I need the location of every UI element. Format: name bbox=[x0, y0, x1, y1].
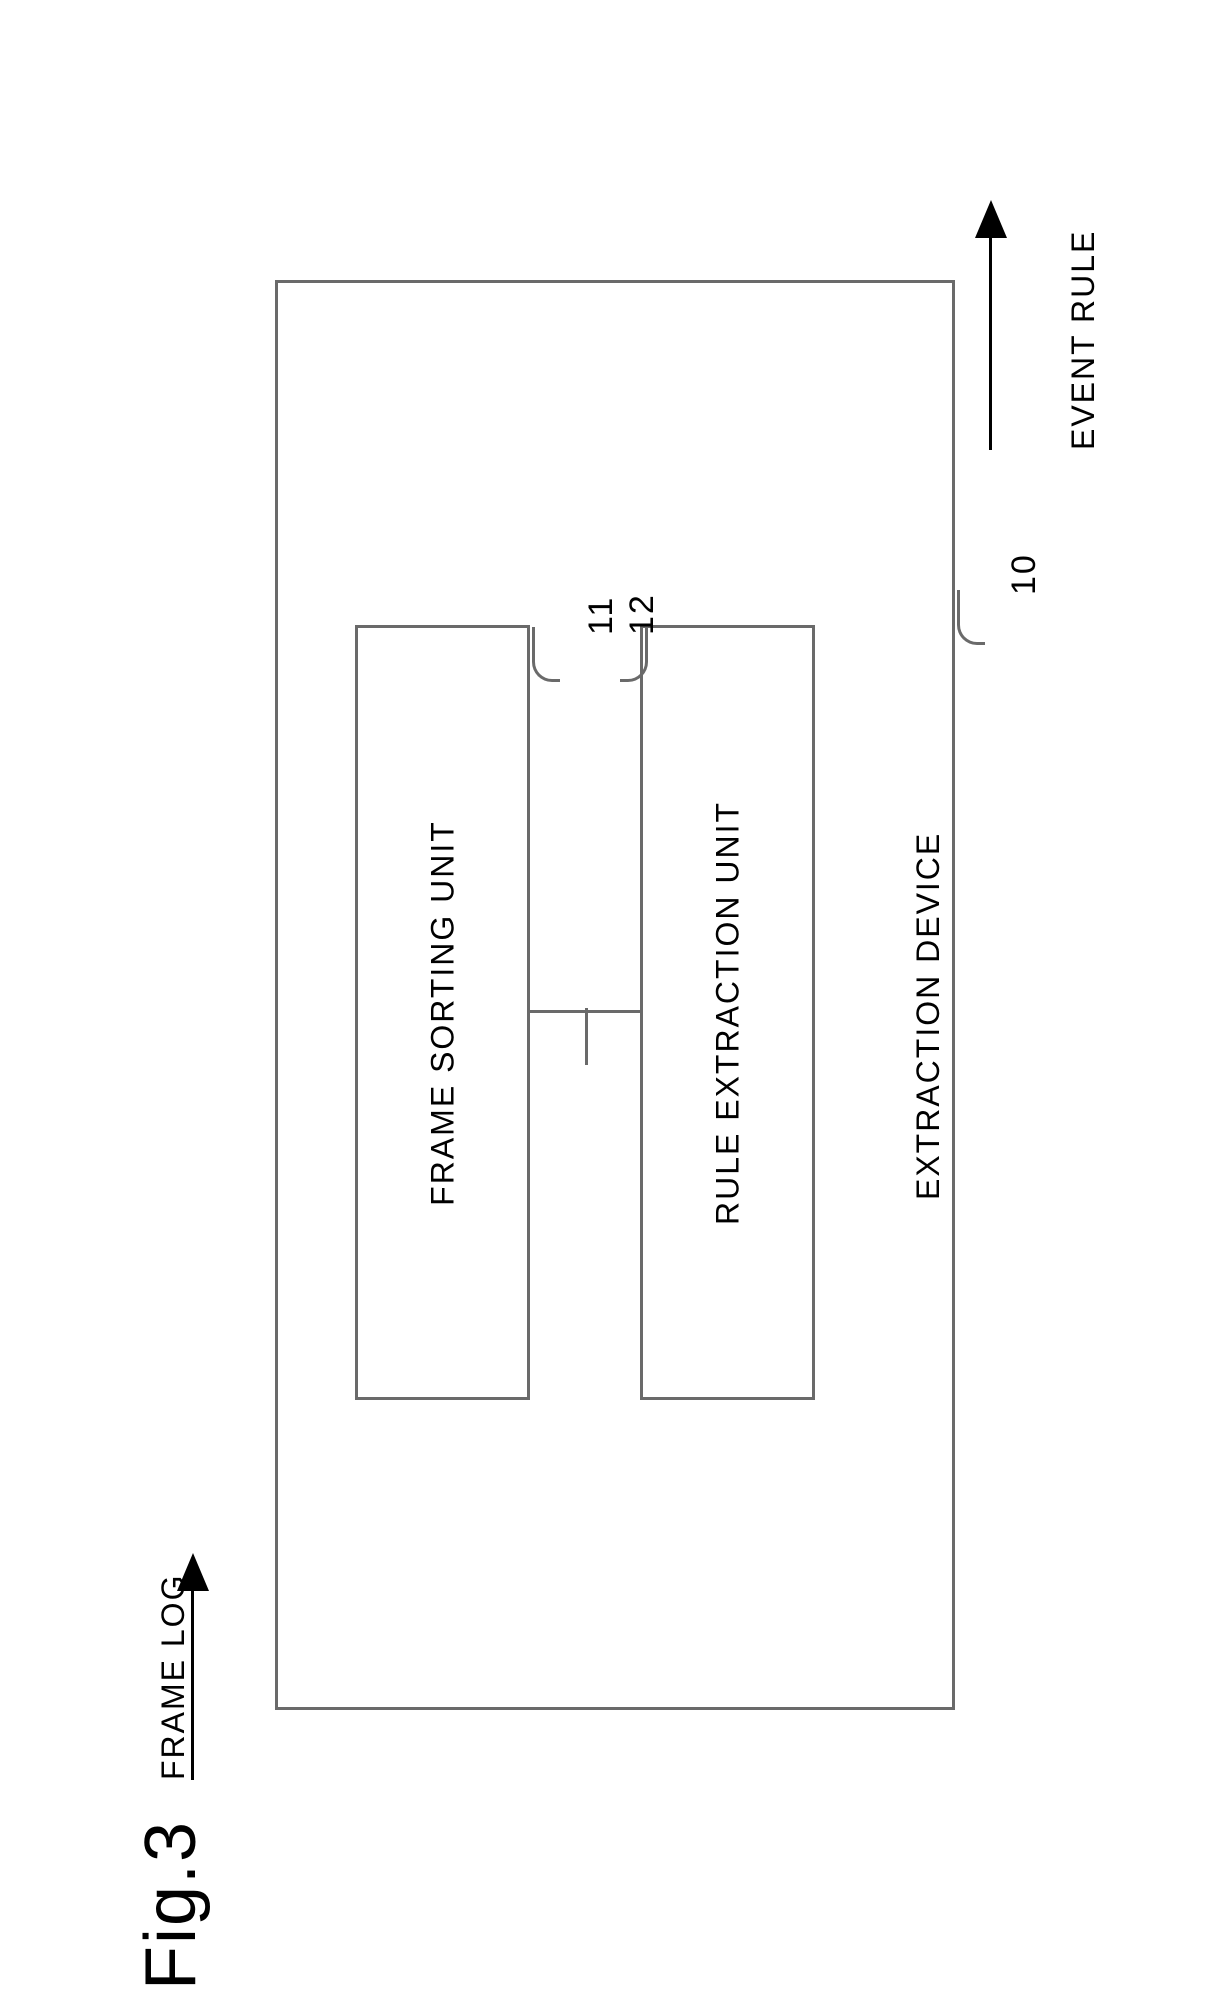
leader-10 bbox=[957, 590, 985, 645]
ref-num-11: 11 bbox=[582, 596, 621, 635]
rule-extraction-unit-label: RULE EXTRACTION UNIT bbox=[709, 800, 746, 1224]
output-arrowhead bbox=[975, 200, 1007, 238]
frame-sorting-unit-box: FRAME SORTING UNIT bbox=[355, 625, 530, 1400]
leader-11 bbox=[532, 627, 560, 682]
figure-label: Fig.3 bbox=[130, 1820, 212, 1990]
input-label: FRAME LOG bbox=[155, 1574, 192, 1780]
connector-vertical bbox=[530, 1010, 640, 1013]
extraction-device-label: EXTRACTION DEVICE bbox=[910, 832, 947, 1200]
ref-num-12: 12 bbox=[623, 593, 662, 635]
output-label: EVENT RULE bbox=[1065, 230, 1102, 450]
connector-box1-box2 bbox=[585, 1008, 588, 1065]
frame-sorting-unit-label: FRAME SORTING UNIT bbox=[424, 820, 461, 1206]
rule-extraction-unit-box: RULE EXTRACTION UNIT bbox=[640, 625, 815, 1400]
ref-num-10: 10 bbox=[1005, 553, 1044, 595]
leader-12 bbox=[620, 627, 648, 682]
output-arrow-line bbox=[989, 235, 992, 450]
